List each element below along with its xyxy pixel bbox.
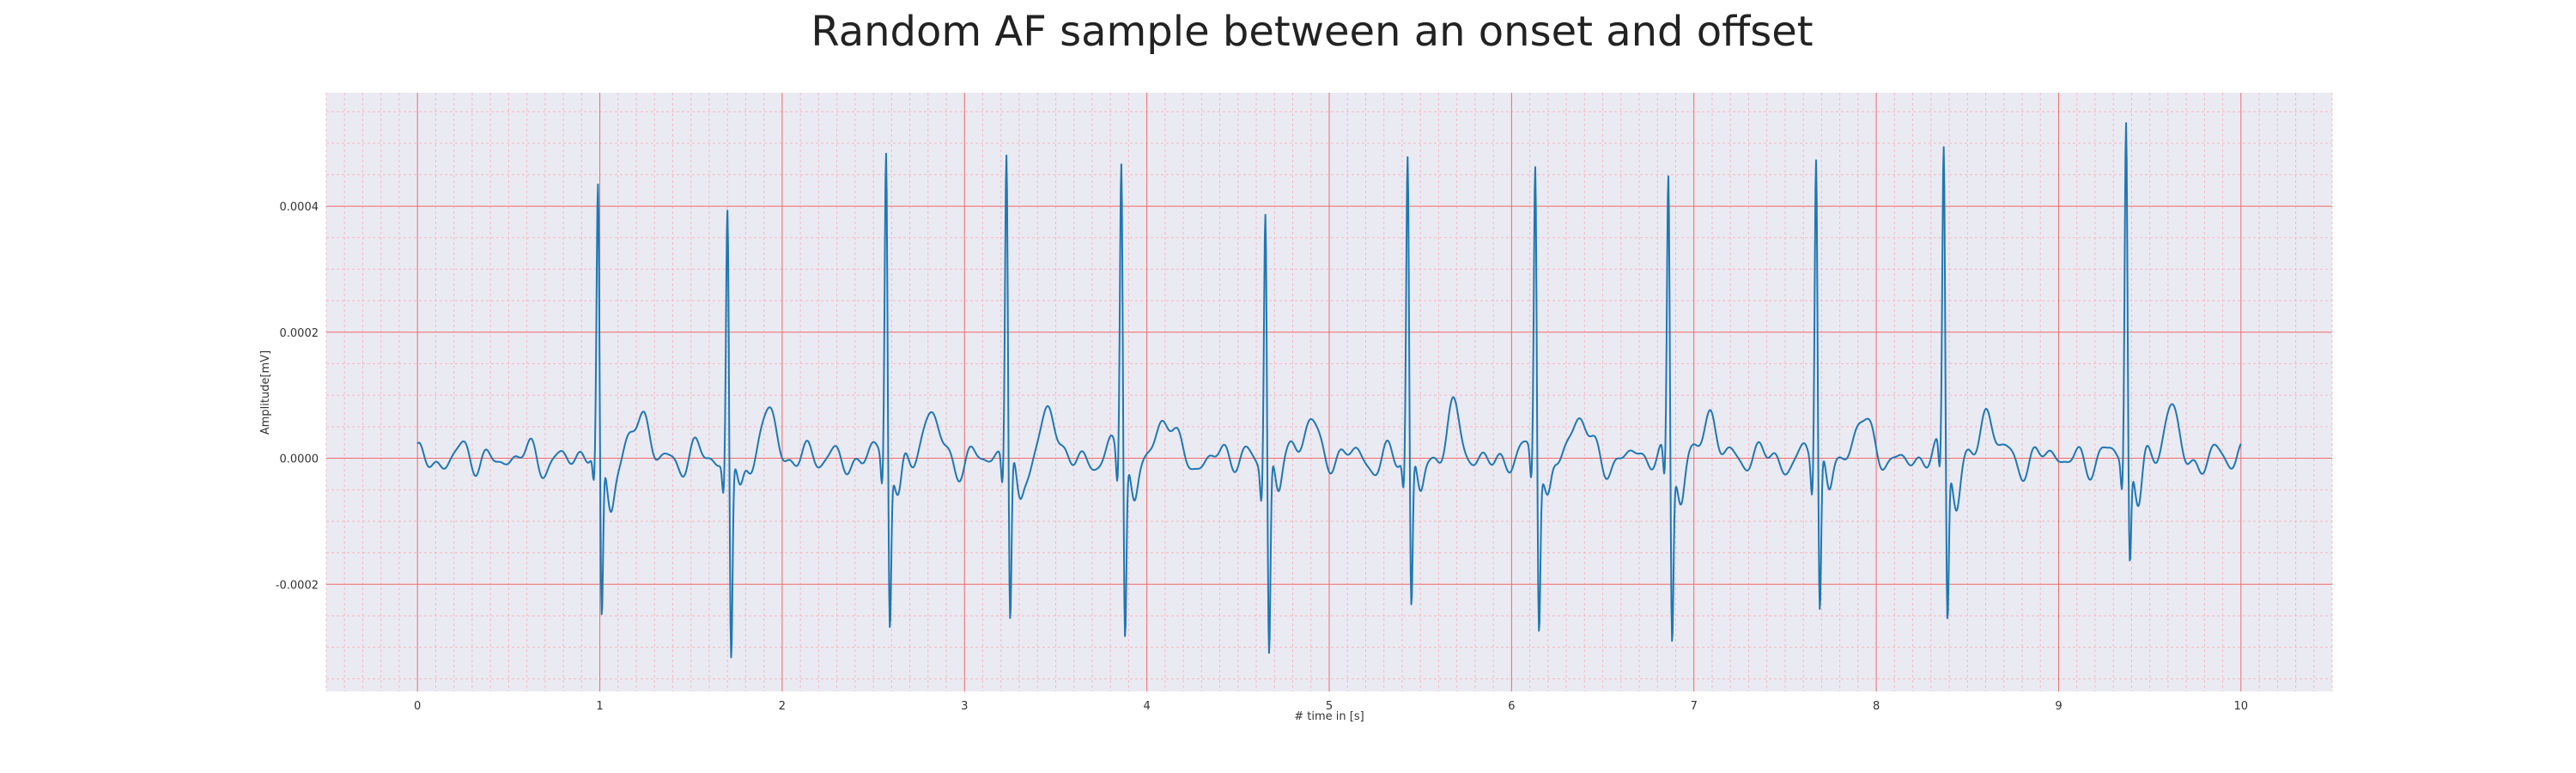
x-tick-label: 10 xyxy=(2234,700,2249,713)
x-tick-label: 6 xyxy=(1508,700,1515,713)
chart-title: Random AF sample between an onset and of… xyxy=(811,8,1813,56)
x-tick-label: 4 xyxy=(1143,700,1150,713)
x-axis-label: # time in [s] xyxy=(1294,710,1364,723)
x-tick-label: 7 xyxy=(1691,700,1698,713)
y-tick-label: 0.0002 xyxy=(280,327,319,340)
y-axis-label: Amplitude[mV] xyxy=(259,350,272,435)
ecg-series-line xyxy=(416,122,2242,659)
x-tick-label: 3 xyxy=(961,700,968,713)
minor-grid xyxy=(325,93,2333,691)
x-tick-label: 1 xyxy=(596,700,603,713)
y-tick-label: 0.0004 xyxy=(280,201,319,214)
major-grid xyxy=(326,93,2332,691)
y-tick-labels: -0.0002 0.0000 0.0002 0.0004 xyxy=(276,201,319,592)
x-tick-label: 8 xyxy=(1873,700,1880,713)
x-tick-labels: 0 1 2 3 4 5 6 7 8 9 10 xyxy=(414,700,2248,713)
x-tick-label: 0 xyxy=(414,700,421,713)
y-tick-label: 0.0000 xyxy=(280,453,319,466)
x-tick-label: 5 xyxy=(1326,700,1333,713)
x-tick-label: 2 xyxy=(779,700,786,713)
y-tick-label: -0.0002 xyxy=(276,579,319,592)
x-tick-label: 9 xyxy=(2055,700,2062,713)
